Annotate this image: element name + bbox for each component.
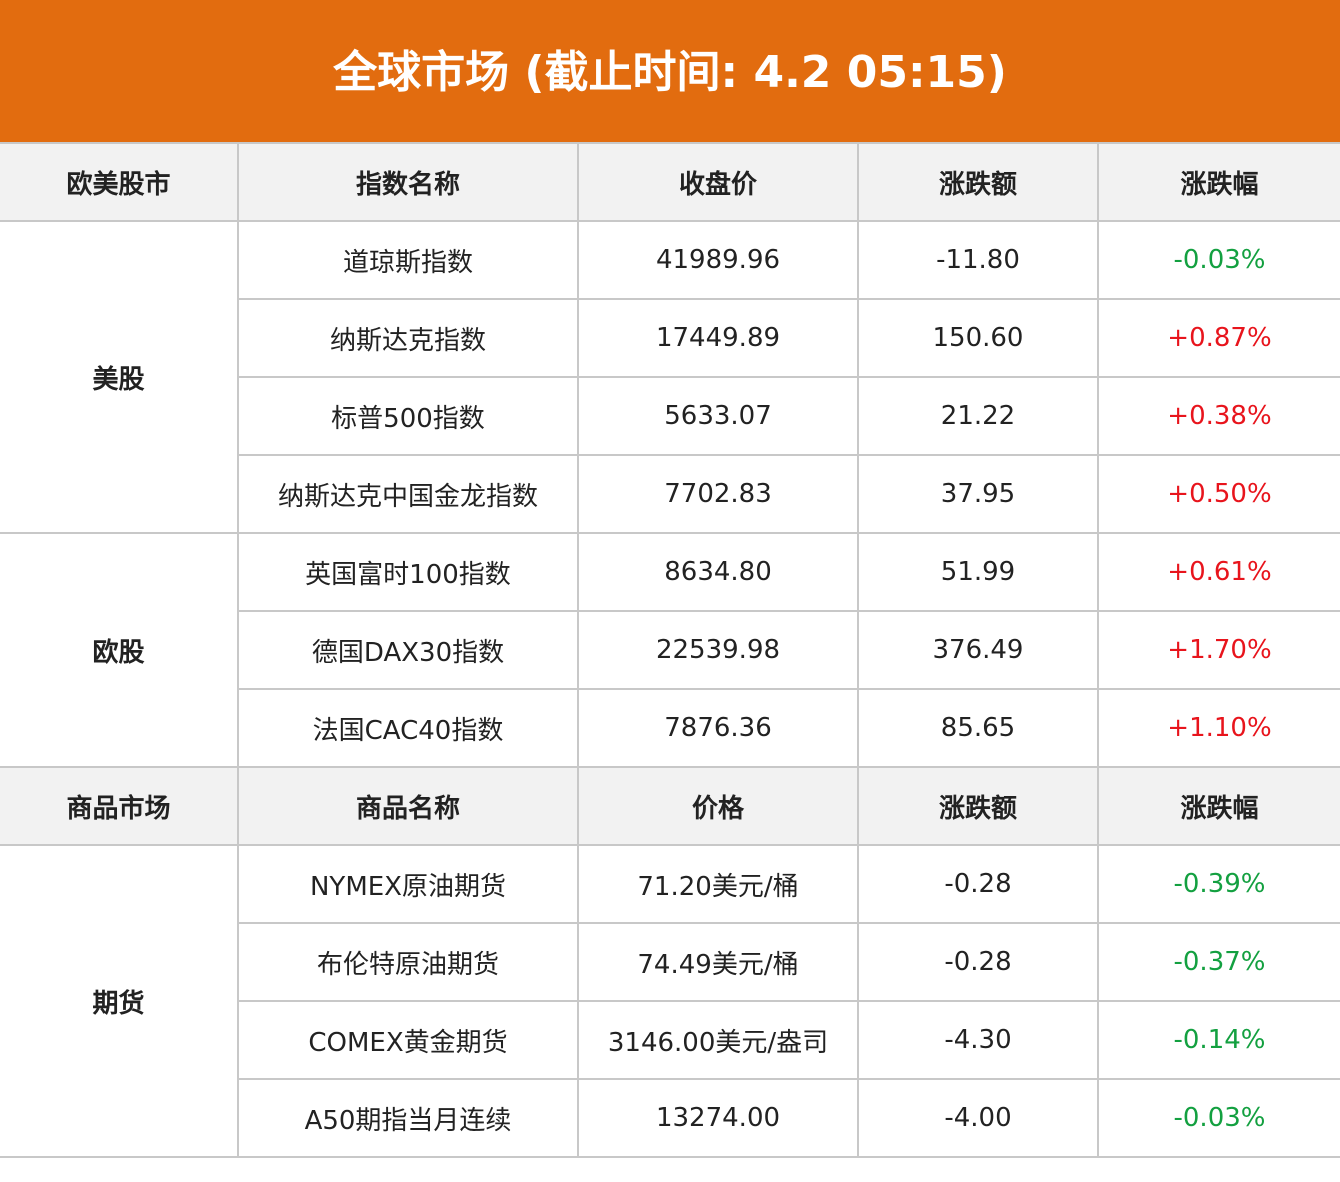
column-header: 欧美股市 (0, 142, 239, 222)
column-header: 收盘价 (577, 142, 859, 222)
item-name: 布伦特原油期货 (238, 922, 579, 1002)
pct-change-cell: +1.70% (1097, 610, 1340, 690)
column-header: 商品市场 (0, 766, 239, 846)
change-cell: -4.30 (857, 1000, 1099, 1080)
change-cell: -0.28 (857, 922, 1099, 1002)
table-row: 布伦特原油期货 74.49美元/桶 -0.28 -0.37% (0, 922, 1340, 1002)
pct-change-cell: -0.37% (1097, 922, 1340, 1002)
market-table: 欧美股市 指数名称 收盘价 涨跌额 涨跌幅 美股 道琼斯指数 41989.96 -11.80 -0… (0, 142, 1340, 1158)
price-cell: 3146.00美元/盎司 (577, 1000, 859, 1080)
change-cell: 37.95 (857, 454, 1099, 534)
table-row: A50期指当月连续 13274.00 -4.00 -0.03% (0, 1078, 1340, 1158)
pct-change-cell: +1.10% (1097, 688, 1340, 768)
pct-change-cell: +0.87% (1097, 298, 1340, 378)
item-name: 法国CAC40指数 (238, 688, 579, 768)
table-row: 德国DAX30指数 22539.98 376.49 +1.70% (0, 610, 1340, 690)
change-cell: 21.22 (857, 376, 1099, 456)
pct-change-cell: -0.14% (1097, 1000, 1340, 1080)
pct-change-cell: +0.61% (1097, 532, 1340, 612)
item-name: NYMEX原油期货 (237, 844, 579, 924)
table-row: 纳斯达克中国金龙指数 7702.83 37.95 +0.50% (0, 454, 1340, 534)
price-cell: 7702.83 (577, 454, 859, 534)
item-name: 标普500指数 (238, 376, 579, 456)
price-cell: 7876.36 (577, 688, 859, 768)
group-label: 期货 (0, 844, 239, 1158)
pct-change-cell: -0.39% (1097, 844, 1340, 924)
group-label: 欧股 (0, 532, 239, 768)
pct-change-cell: +0.50% (1097, 454, 1340, 534)
column-header: 价格 (577, 766, 859, 846)
column-header: 商品名称 (237, 766, 579, 846)
item-name: 道琼斯指数 (237, 220, 579, 300)
item-name: 纳斯达克指数 (238, 298, 579, 378)
price-cell: 74.49美元/桶 (577, 922, 859, 1002)
pct-change-cell: +0.38% (1097, 376, 1340, 456)
change-cell: 85.65 (857, 688, 1099, 768)
price-cell: 71.20美元/桶 (577, 844, 859, 924)
column-header: 涨跌幅 (1097, 766, 1340, 846)
table-row: 期货 NYMEX原油期货 71.20美元/桶 -0.28 -0.39% (0, 844, 1340, 1158)
column-header: 指数名称 (237, 142, 579, 222)
table-row: 美股 道琼斯指数 41989.96 -11.80 -0.03% (0, 220, 1340, 534)
column-header: 涨跌额 (857, 142, 1099, 222)
column-header: 涨跌幅 (1097, 142, 1340, 222)
change-cell: -0.28 (857, 844, 1099, 924)
header-row: 欧美股市 指数名称 收盘价 涨跌额 涨跌幅 (0, 142, 1340, 222)
price-cell: 8634.80 (577, 532, 859, 612)
table-row: 法国CAC40指数 7876.36 85.65 +1.10% (0, 688, 1340, 768)
change-cell: 51.99 (857, 532, 1099, 612)
header-row: 商品市场 商品名称 价格 涨跌额 涨跌幅 (0, 766, 1340, 846)
page-title: 全球市场 (截止时间: 4.2 05:15) (0, 0, 1340, 142)
group-label: 美股 (0, 220, 239, 534)
table-row: 欧股 英国富时100指数 8634.80 51.99 +0.61% (0, 532, 1340, 768)
change-cell: 150.60 (857, 298, 1099, 378)
pct-change-cell: -0.03% (1097, 1078, 1340, 1158)
table-row: 纳斯达克指数 17449.89 150.60 +0.87% (0, 298, 1340, 378)
table-row: 标普500指数 5633.07 21.22 +0.38% (0, 376, 1340, 456)
price-cell: 41989.96 (577, 220, 859, 300)
item-name: A50期指当月连续 (238, 1078, 579, 1158)
item-name: 德国DAX30指数 (238, 610, 579, 690)
price-cell: 5633.07 (577, 376, 859, 456)
item-name: 纳斯达克中国金龙指数 (238, 454, 579, 534)
price-cell: 13274.00 (577, 1078, 859, 1158)
change-cell: -4.00 (857, 1078, 1099, 1158)
column-header: 涨跌额 (857, 766, 1099, 846)
table-row: COMEX黄金期货 3146.00美元/盎司 -4.30 -0.14% (0, 1000, 1340, 1080)
price-cell: 17449.89 (577, 298, 859, 378)
item-name: COMEX黄金期货 (238, 1000, 579, 1080)
price-cell: 22539.98 (577, 610, 859, 690)
change-cell: 376.49 (857, 610, 1099, 690)
item-name: 英国富时100指数 (237, 532, 579, 612)
pct-change-cell: -0.03% (1097, 220, 1340, 300)
change-cell: -11.80 (857, 220, 1099, 300)
